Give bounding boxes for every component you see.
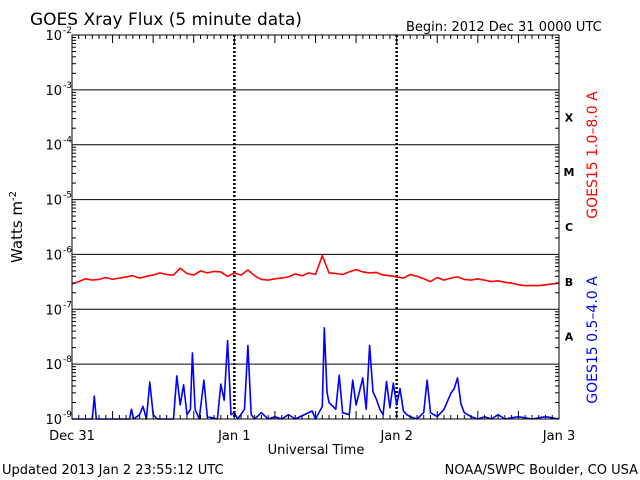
x-tick-label: Jan 3 (542, 429, 575, 444)
y-tick-label: 10 (45, 194, 62, 209)
flare-class-label: A (565, 331, 574, 344)
y-tick-exponent: -6 (63, 245, 72, 255)
x-axis-ticks: Dec 31 Jan 1 Jan 2 Jan 3 (49, 35, 575, 444)
chart-title: GOES Xray Flux (5 minute data) (30, 10, 302, 30)
legend-long-wave: GOES15 1.0–8.0 A (585, 91, 601, 219)
y-tick-label: 10 (45, 139, 62, 154)
flare-class-label: C (565, 221, 573, 234)
flare-class-label: X (565, 111, 574, 124)
y-tick-label: 10 (45, 248, 62, 263)
y-tick-label: 10 (45, 84, 62, 99)
plot-series (71, 254, 560, 420)
flare-class-label: B (565, 276, 573, 289)
y-axis-label-exponent: -2 (8, 191, 19, 201)
plot-grid (72, 34, 559, 420)
y-tick-exponent: -4 (63, 136, 72, 146)
y-tick-exponent: -5 (63, 191, 72, 201)
y-tick-exponent: -9 (63, 410, 72, 420)
y-axis-label: Watts m-2 (8, 191, 26, 263)
y-tick-label: 10 (45, 358, 62, 373)
plot-frame (71, 34, 560, 420)
flare-class-label: M (564, 166, 575, 179)
y-tick-exponent: -7 (63, 300, 72, 310)
y-tick-label: 10 (45, 303, 62, 318)
y-axis-ticks: 10-210-310-410-510-610-710-810-9 (45, 26, 559, 428)
legend-short-wave: GOES15 0.5–4.0 A (585, 276, 601, 404)
series-line-short-wave (72, 327, 560, 420)
begin-label: Begin: 2012 Dec 31 0000 UTC (406, 20, 602, 35)
y-tick-label: 10 (45, 29, 62, 44)
y-tick-label: 10 (45, 413, 62, 428)
updated-timestamp: Updated 2013 Jan 2 23:55:12 UTC (2, 463, 224, 478)
y-tick-exponent: -3 (63, 81, 72, 91)
y-axis-label-text: Watts m (8, 201, 26, 263)
flare-class-labels: X M C B A (564, 111, 575, 343)
y-tick-exponent: -8 (63, 355, 72, 365)
series-line-long-wave (71, 254, 560, 287)
x-tick-label: Dec 31 (49, 429, 95, 444)
y-tick-exponent: -2 (63, 26, 72, 36)
x-tick-label: Jan 1 (217, 429, 250, 444)
source-credit: NOAA/SWPC Boulder, CO USA (445, 463, 638, 478)
x-axis-label: Universal Time (268, 443, 365, 458)
x-tick-label: Jan 2 (379, 429, 412, 444)
